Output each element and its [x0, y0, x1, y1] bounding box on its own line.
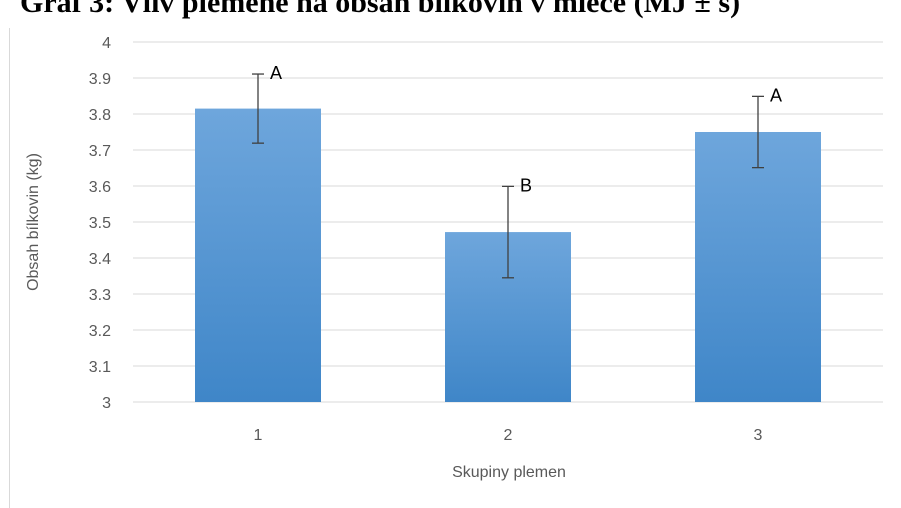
significance-label: A — [770, 85, 782, 105]
bar-3 — [695, 132, 821, 402]
error-bars: A B A — [252, 63, 782, 279]
x-tick-label: 3 — [754, 427, 763, 444]
y-tick-label: 3.4 — [89, 251, 111, 268]
x-tick-label: 2 — [504, 427, 513, 444]
bars — [195, 108, 821, 402]
bar-1 — [195, 108, 321, 402]
y-tick-label: 3.8 — [89, 107, 111, 124]
significance-label: B — [520, 175, 532, 195]
y-tick-label: 3.2 — [89, 323, 111, 340]
x-axis-label: Skupiny plemen — [452, 464, 566, 481]
error-bar-3 — [752, 95, 764, 169]
error-bar-1 — [252, 73, 264, 144]
y-tick-label: 3.5 — [89, 215, 111, 232]
y-axis-label: Obsah bílkovin (kg) — [25, 153, 42, 291]
y-axis-ticks: 3 3.1 3.2 3.3 3.4 3.5 3.6 3.7 3.8 3.9 4 — [89, 35, 111, 412]
y-tick-label: 3.1 — [89, 359, 111, 376]
y-tick-label: 3.7 — [89, 143, 111, 160]
x-axis-ticks: 1 2 3 — [254, 427, 763, 444]
y-tick-label: 3.3 — [89, 287, 111, 304]
y-tick-label: 3 — [102, 395, 111, 412]
y-tick-label: 3.9 — [89, 71, 111, 88]
chart-frame — [9, 28, 901, 508]
y-tick-label: 3.6 — [89, 179, 111, 196]
chart-title-clipped: Graf 3: Vliv plemene na obsah bílkovin v… — [20, 0, 741, 19]
x-tick-label: 1 — [254, 427, 263, 444]
error-bar-2 — [502, 185, 514, 279]
significance-label: A — [270, 63, 282, 83]
y-tick-label: 4 — [102, 35, 111, 52]
